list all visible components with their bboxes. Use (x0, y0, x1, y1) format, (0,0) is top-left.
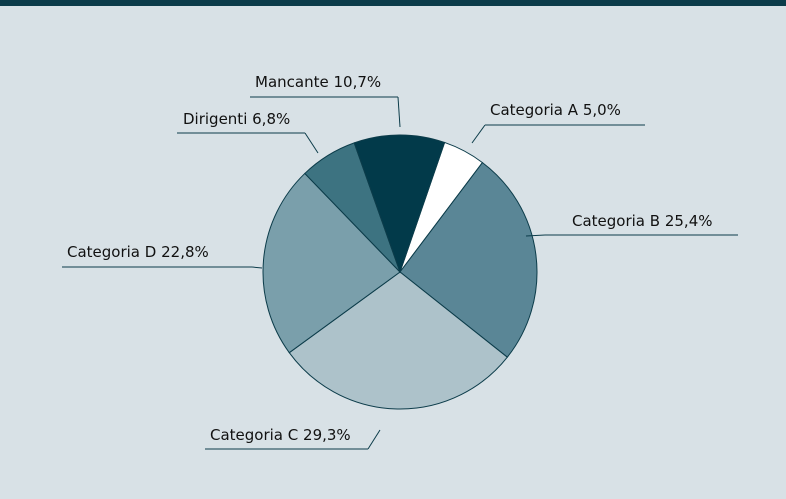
slice-label: Mancante 10,7% (255, 73, 381, 91)
slice-label: Categoria C 29,3% (210, 426, 351, 444)
slice-label: Categoria B 25,4% (572, 212, 713, 230)
pie-slice (262, 172, 401, 354)
leader-line (471, 124, 486, 144)
leader-line (251, 266, 263, 269)
slice-category: Categoria C (210, 426, 298, 444)
slice-category: Dirigenti (183, 110, 247, 128)
pie-slice (399, 161, 538, 358)
slice-category: Categoria A (490, 101, 579, 119)
slice-label: Dirigenti 6,8% (183, 110, 290, 128)
slice-value: 6,8% (252, 110, 290, 128)
slice-value: 10,7% (333, 73, 381, 91)
leader-line (304, 132, 319, 154)
top-bar (0, 0, 786, 6)
leader-line (525, 234, 546, 237)
pie-slice (353, 134, 446, 274)
slice-category: Categoria D (67, 243, 156, 261)
slice-value: 29,3% (303, 426, 351, 444)
leader-line (367, 429, 381, 450)
slice-label: Categoria D 22,8% (67, 243, 209, 261)
slice-label: Categoria A 5,0% (490, 101, 621, 119)
slice-category: Mancante (255, 73, 329, 91)
slice-value: 5,0% (583, 101, 621, 119)
leader-line (397, 96, 401, 128)
slice-value: 25,4% (665, 212, 713, 230)
pie-slice (288, 271, 509, 410)
slice-category: Categoria B (572, 212, 660, 230)
slice-value: 22,8% (161, 243, 209, 261)
